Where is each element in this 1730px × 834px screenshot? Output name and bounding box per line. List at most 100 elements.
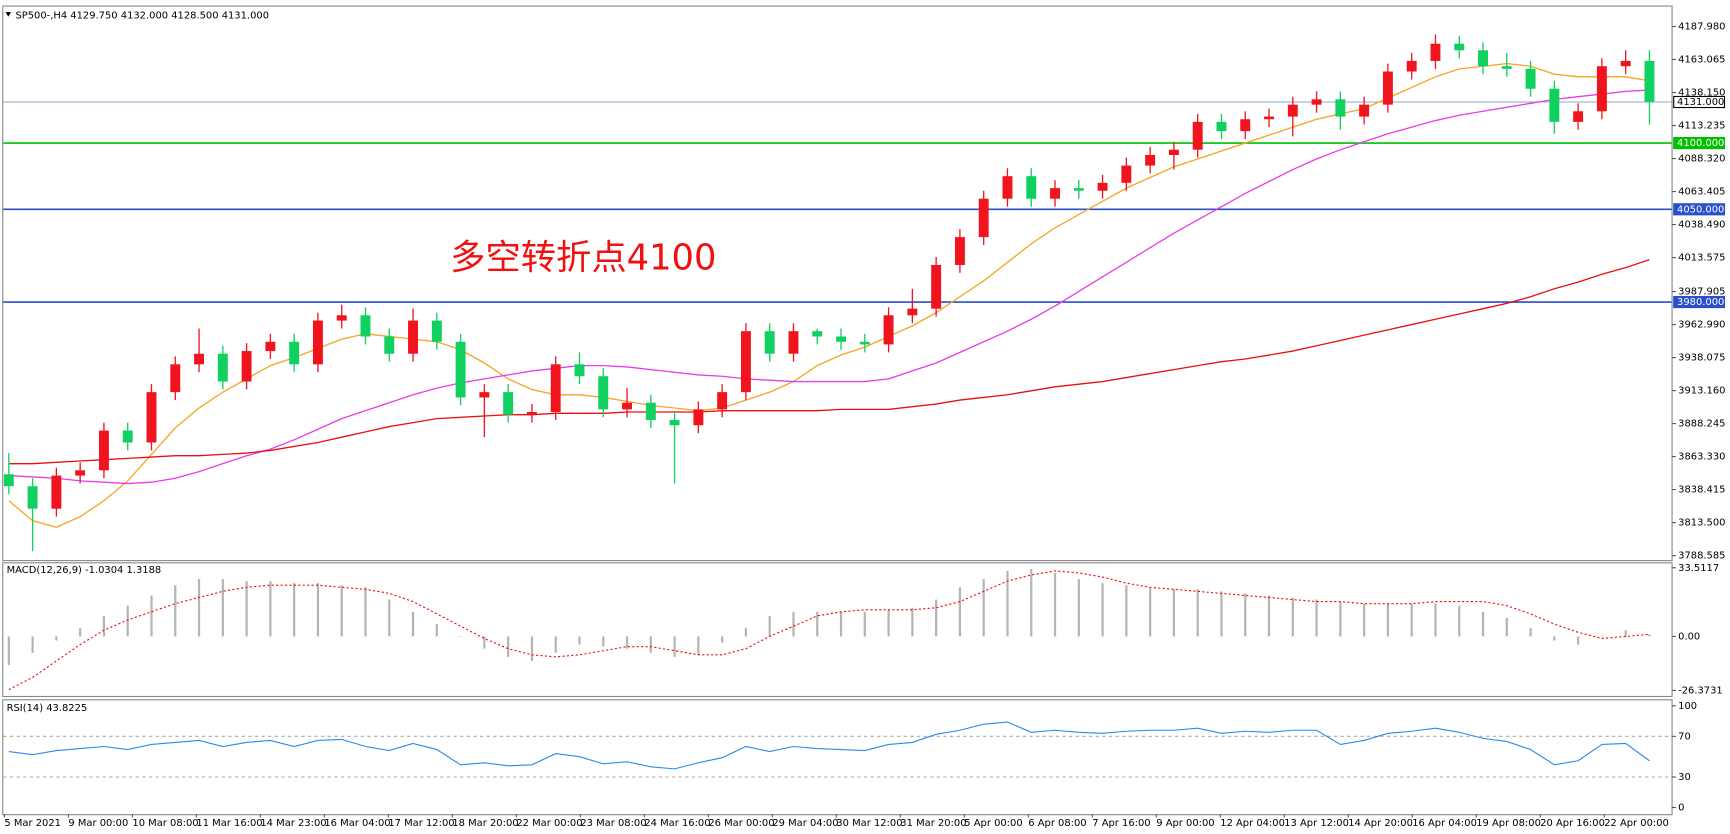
x-tick-label: 26 Mar 00:00 [708,818,774,829]
x-tick-label: 20 Apr 16:00 [1540,818,1605,829]
macd-bar [1101,583,1104,637]
macd-bar [816,611,819,637]
candle-body [1145,154,1156,166]
y-tick-label: 4088.320 [1678,154,1725,165]
level-label-box [1673,95,1726,109]
y-tick-label: 3813.500 [1678,518,1725,529]
candle-body [1026,176,1037,199]
x-tick-label: 10 Mar 08:00 [132,818,198,829]
candle-body [645,402,656,420]
y-tick-label: 4187.980 [1678,22,1725,33]
candle-body [550,364,561,413]
x-tick-label: 7 Apr 16:00 [1092,818,1150,829]
macd-bar [1291,597,1294,637]
macd-bar [1172,589,1176,637]
macd-title: MACD(12,26,9) -1.0304 1.3188 [7,565,162,576]
x-tick-label: 22 Mar 00:00 [516,818,582,829]
candle-body [360,315,371,337]
candle-body [1454,43,1465,51]
candle-body [693,409,704,426]
y-tick-label: 30 [1678,772,1691,783]
macd-bar [364,587,367,637]
candle-body [574,364,585,377]
macd-bar [673,636,676,657]
candle-body [1311,99,1322,105]
y-tick-label: 3913.160 [1678,386,1725,397]
y-tick-label: 33.5117 [1678,563,1719,574]
candle-body [1335,99,1346,117]
candle-body [764,331,775,354]
x-tick-label: 5 Apr 00:00 [964,818,1022,829]
level-label: 3980.000 [1677,297,1724,308]
candle-body [170,364,181,393]
macd-bar [1600,636,1604,637]
candle-body [1382,71,1393,105]
candle-body [740,331,751,393]
main-panel [2,5,1673,562]
candle-body [1596,66,1607,112]
level-label: 4050.000 [1677,204,1724,215]
candle-body [455,341,466,398]
macd-bar [411,611,415,637]
candle-body [241,351,252,382]
macd-bar [7,636,10,666]
candle-body [1525,68,1536,89]
candle-body [27,486,38,509]
macd-bar [1196,589,1199,637]
level-label-box [1673,295,1726,309]
y-tick-label: 0.00 [1678,631,1700,642]
macd-bar [1648,634,1651,637]
x-tick-label: 17 Mar 12:00 [388,818,454,829]
y-tick-label: 3788.585 [1678,551,1725,562]
candle-body [1216,121,1227,132]
macd-bar [768,615,771,637]
candle-body [812,331,823,337]
macd-bar [1315,599,1318,637]
macd-bar [982,579,985,637]
macd-bar [1386,603,1390,637]
candle-body [1430,43,1441,61]
macd-bar [31,636,34,653]
macd-bar [79,628,82,637]
x-tick-label: 14 Apr 20:00 [1348,818,1413,829]
macd-panel [2,562,1673,698]
y-tick-label: 4063.405 [1678,187,1725,198]
candle-body [503,392,514,415]
candle-body [1168,149,1179,155]
candle-body [1478,50,1488,67]
macd-bar [316,583,320,637]
macd-bar [1577,636,1580,645]
candle-body [1073,188,1084,191]
menu-arrow[interactable] [5,12,12,17]
macd-bar [1363,603,1366,637]
candle-body [1406,60,1417,72]
rsi-title: RSI(14) 43.8225 [7,703,88,714]
x-tick-label: 16 Mar 04:00 [324,818,390,829]
macd-bar [221,579,224,637]
macd-bar [1220,591,1223,637]
candle-body [408,320,419,354]
x-tick-label: 5 Mar 2021 [4,818,61,829]
level-label: 4131.000 [1677,97,1724,108]
macd-bar [935,599,938,637]
macd-bar [174,585,177,637]
candle-body [1097,182,1108,191]
candle-body [1620,60,1631,67]
macd-bar [530,636,534,661]
candle-body [217,353,228,382]
x-tick-label: 14 Mar 23:00 [260,818,326,829]
macd-bar [245,581,248,637]
x-tick-label: 22 Apr 00:00 [1604,818,1669,829]
candle-body [265,341,276,352]
candle-body [1192,121,1203,150]
candle-body [717,392,728,410]
x-tick-label: 24 Mar 16:00 [644,818,710,829]
candle-body [431,320,442,342]
y-tick-label: 70 [1678,731,1691,742]
macd-bar [1053,572,1057,637]
rsi-line [8,721,1650,770]
candle-body [336,315,347,321]
candle-body [931,264,942,309]
